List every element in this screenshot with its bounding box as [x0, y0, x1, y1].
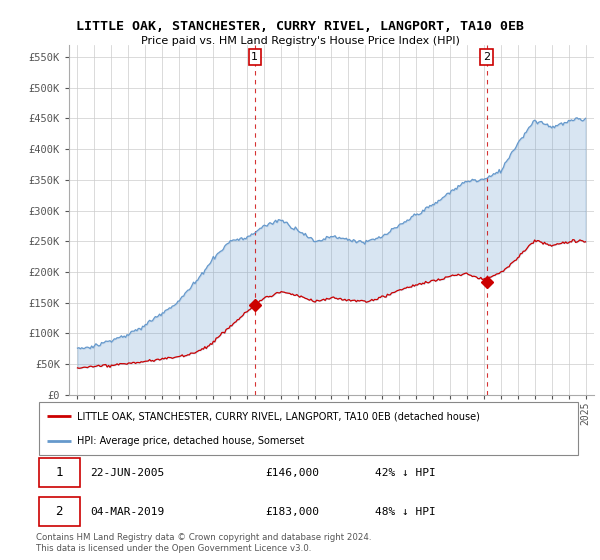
Text: Contains HM Land Registry data © Crown copyright and database right 2024.
This d: Contains HM Land Registry data © Crown c…: [36, 533, 371, 553]
Text: Price paid vs. HM Land Registry's House Price Index (HPI): Price paid vs. HM Land Registry's House …: [140, 36, 460, 46]
Text: 22-JUN-2005: 22-JUN-2005: [91, 468, 165, 478]
FancyBboxPatch shape: [39, 497, 80, 526]
FancyBboxPatch shape: [39, 458, 80, 487]
Text: £146,000: £146,000: [265, 468, 319, 478]
Text: LITTLE OAK, STANCHESTER, CURRY RIVEL, LANGPORT, TA10 0EB (detached house): LITTLE OAK, STANCHESTER, CURRY RIVEL, LA…: [77, 411, 480, 421]
Text: 2: 2: [483, 52, 490, 62]
Text: 48% ↓ HPI: 48% ↓ HPI: [374, 507, 435, 517]
Text: 2: 2: [55, 505, 62, 519]
Text: 04-MAR-2019: 04-MAR-2019: [91, 507, 165, 517]
Text: 1: 1: [251, 52, 258, 62]
Text: 1: 1: [55, 466, 62, 479]
Text: HPI: Average price, detached house, Somerset: HPI: Average price, detached house, Some…: [77, 436, 304, 446]
Text: LITTLE OAK, STANCHESTER, CURRY RIVEL, LANGPORT, TA10 0EB: LITTLE OAK, STANCHESTER, CURRY RIVEL, LA…: [76, 20, 524, 32]
FancyBboxPatch shape: [39, 402, 578, 455]
Text: 42% ↓ HPI: 42% ↓ HPI: [374, 468, 435, 478]
Text: £183,000: £183,000: [265, 507, 319, 517]
